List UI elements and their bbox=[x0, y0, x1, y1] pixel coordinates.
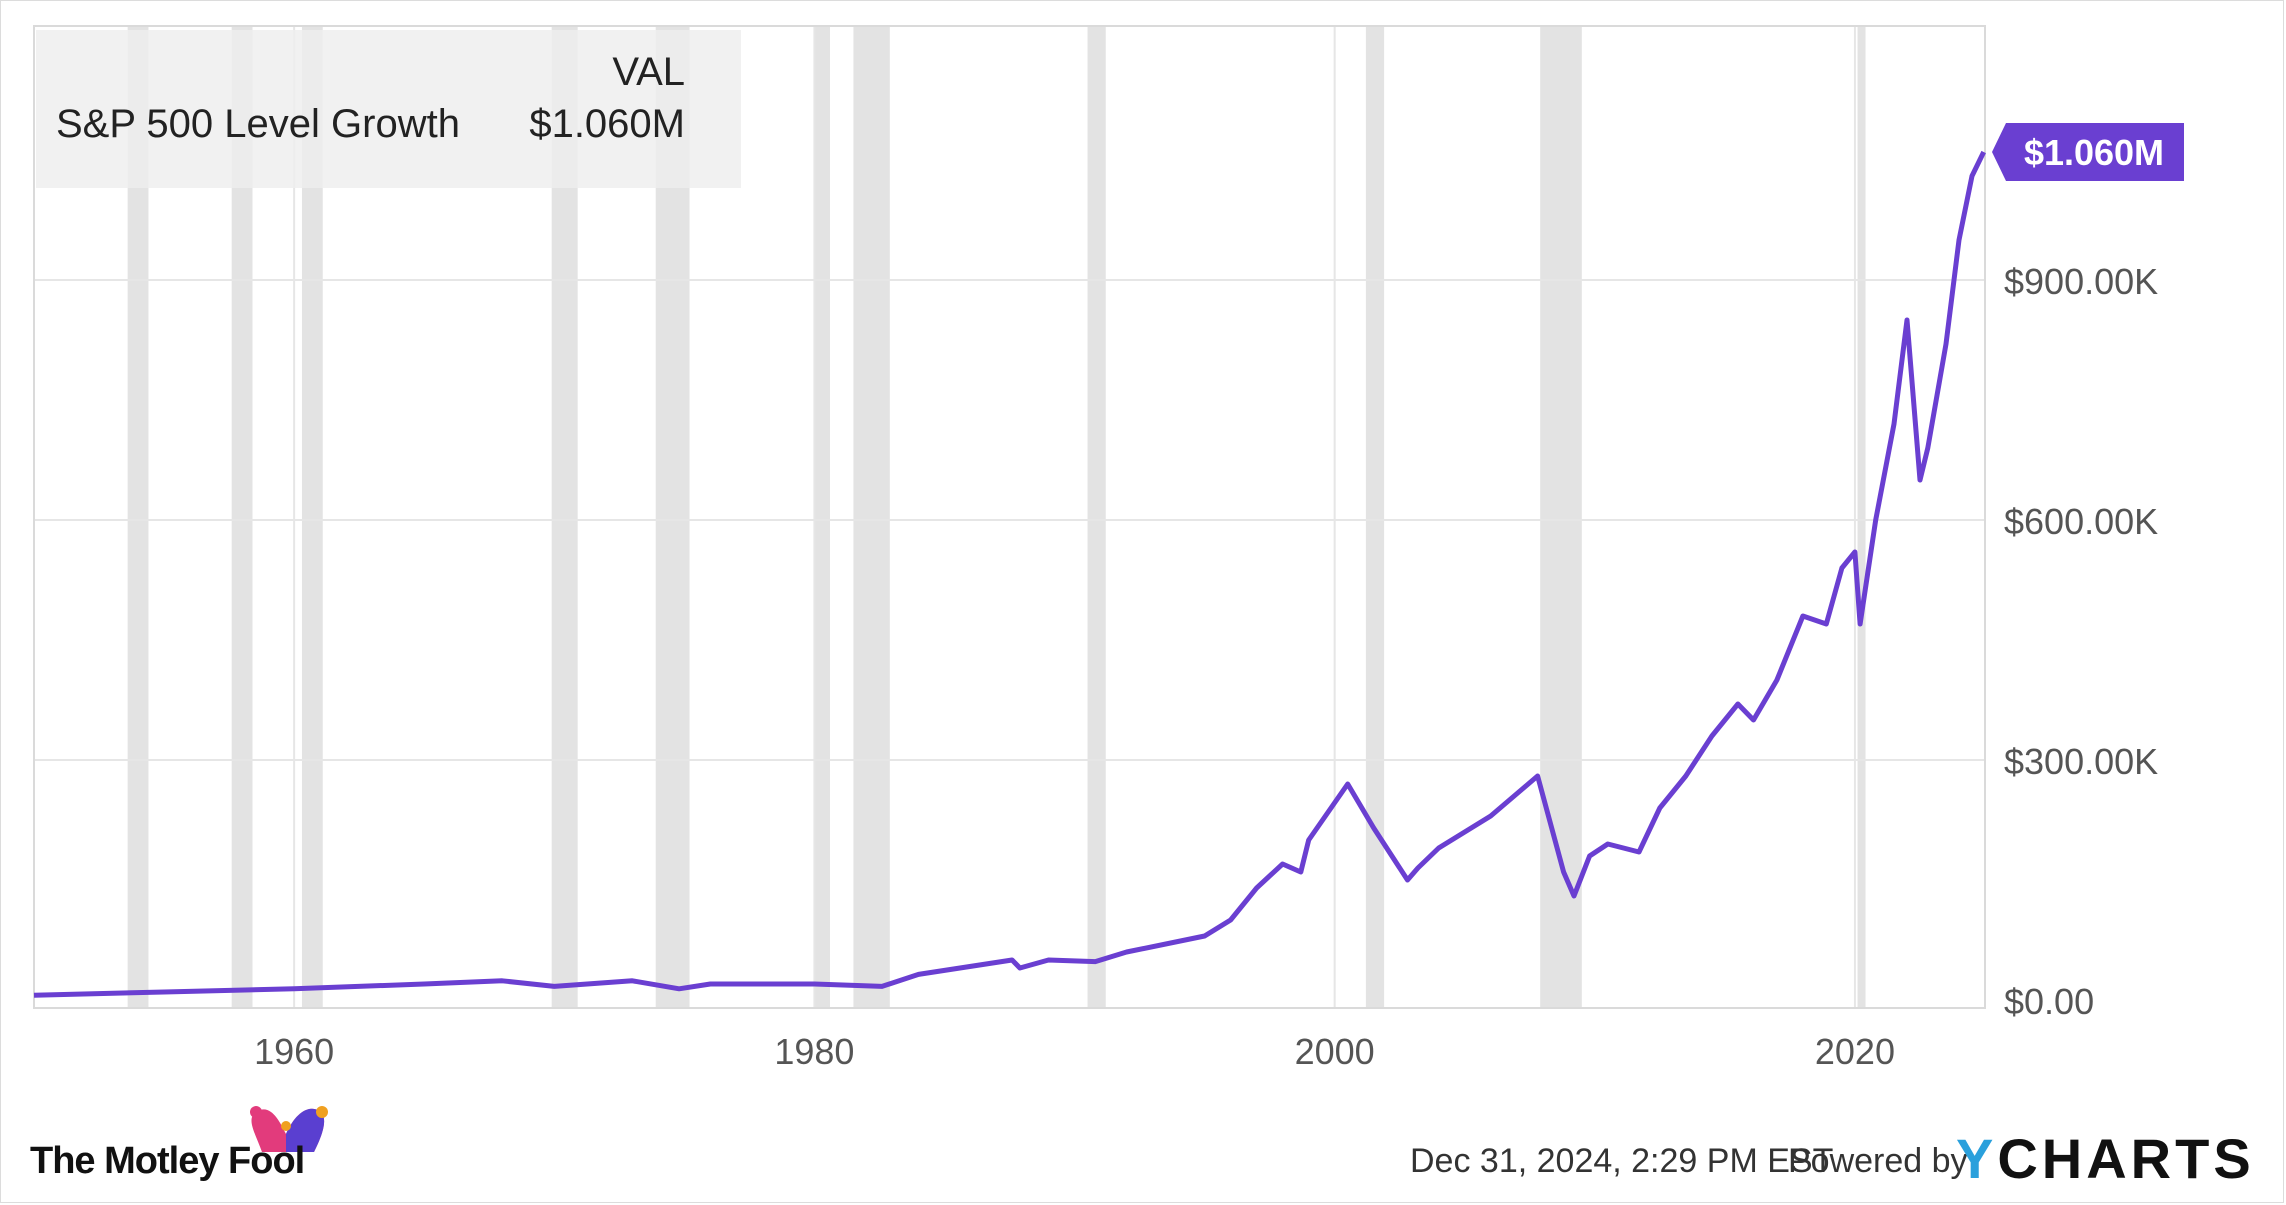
gridlines bbox=[33, 25, 1986, 1009]
legend-series-value: $1.060M bbox=[529, 102, 685, 146]
recession-band bbox=[814, 26, 831, 1008]
series-line-layer bbox=[33, 150, 1986, 998]
recession-band bbox=[551, 26, 578, 1008]
series-line bbox=[33, 150, 1986, 998]
x-tick-labels: 1960 1980 2000 2020 bbox=[254, 1031, 1895, 1072]
y-tick-label: $600.00K bbox=[2004, 501, 2158, 542]
x-tick-label: 2020 bbox=[1815, 1031, 1895, 1072]
recession-band bbox=[301, 26, 323, 1008]
recession-band bbox=[655, 26, 690, 1008]
end-value-label: $1.060M bbox=[1992, 123, 2184, 181]
powered-by-label: Powered by bbox=[1788, 1142, 1968, 1180]
ycharts-logo-text: CHARTS bbox=[1997, 1127, 2255, 1190]
recession-band bbox=[1857, 26, 1866, 1008]
legend-series-name: S&P 500 Level Growth bbox=[56, 102, 460, 146]
motley-fool-logo: The Motley Fool bbox=[30, 1100, 330, 1182]
x-tick-label: 1980 bbox=[774, 1031, 854, 1072]
x-tick-label: 1960 bbox=[254, 1031, 334, 1072]
y-tick-label: $900.00K bbox=[2004, 261, 2158, 302]
end-value-badge bbox=[1992, 123, 2184, 181]
legend: VAL S&P 500 Level Growth $1.060M bbox=[36, 30, 741, 188]
motley-fool-wordmark: The Motley Fool bbox=[30, 1140, 305, 1182]
recession-band bbox=[1365, 26, 1385, 1008]
ycharts-logo: YCHARTS bbox=[1956, 1126, 2255, 1191]
recession-band bbox=[853, 26, 890, 1008]
x-tick-label: 2000 bbox=[1295, 1031, 1375, 1072]
end-value-text: $1.060M bbox=[2024, 132, 2164, 173]
recession-band bbox=[231, 26, 253, 1008]
jester-hat-icon bbox=[250, 1106, 328, 1152]
y-tick-label: $300.00K bbox=[2004, 741, 2158, 782]
timestamp: Dec 31, 2024, 2:29 PM EST bbox=[1410, 1142, 1834, 1180]
recession-bands bbox=[127, 26, 1866, 1008]
y-tick-labels: $0.00 $300.00K $600.00K $900.00K bbox=[2004, 261, 2158, 1022]
recession-band bbox=[1540, 26, 1582, 1008]
y-tick-label: $0.00 bbox=[2004, 981, 2094, 1022]
recession-band bbox=[127, 26, 149, 1008]
plot-border bbox=[33, 25, 1986, 1009]
ycharts-logo-y: Y bbox=[1956, 1127, 1998, 1190]
legend-header: VAL bbox=[612, 50, 685, 94]
recession-band bbox=[1087, 26, 1106, 1008]
